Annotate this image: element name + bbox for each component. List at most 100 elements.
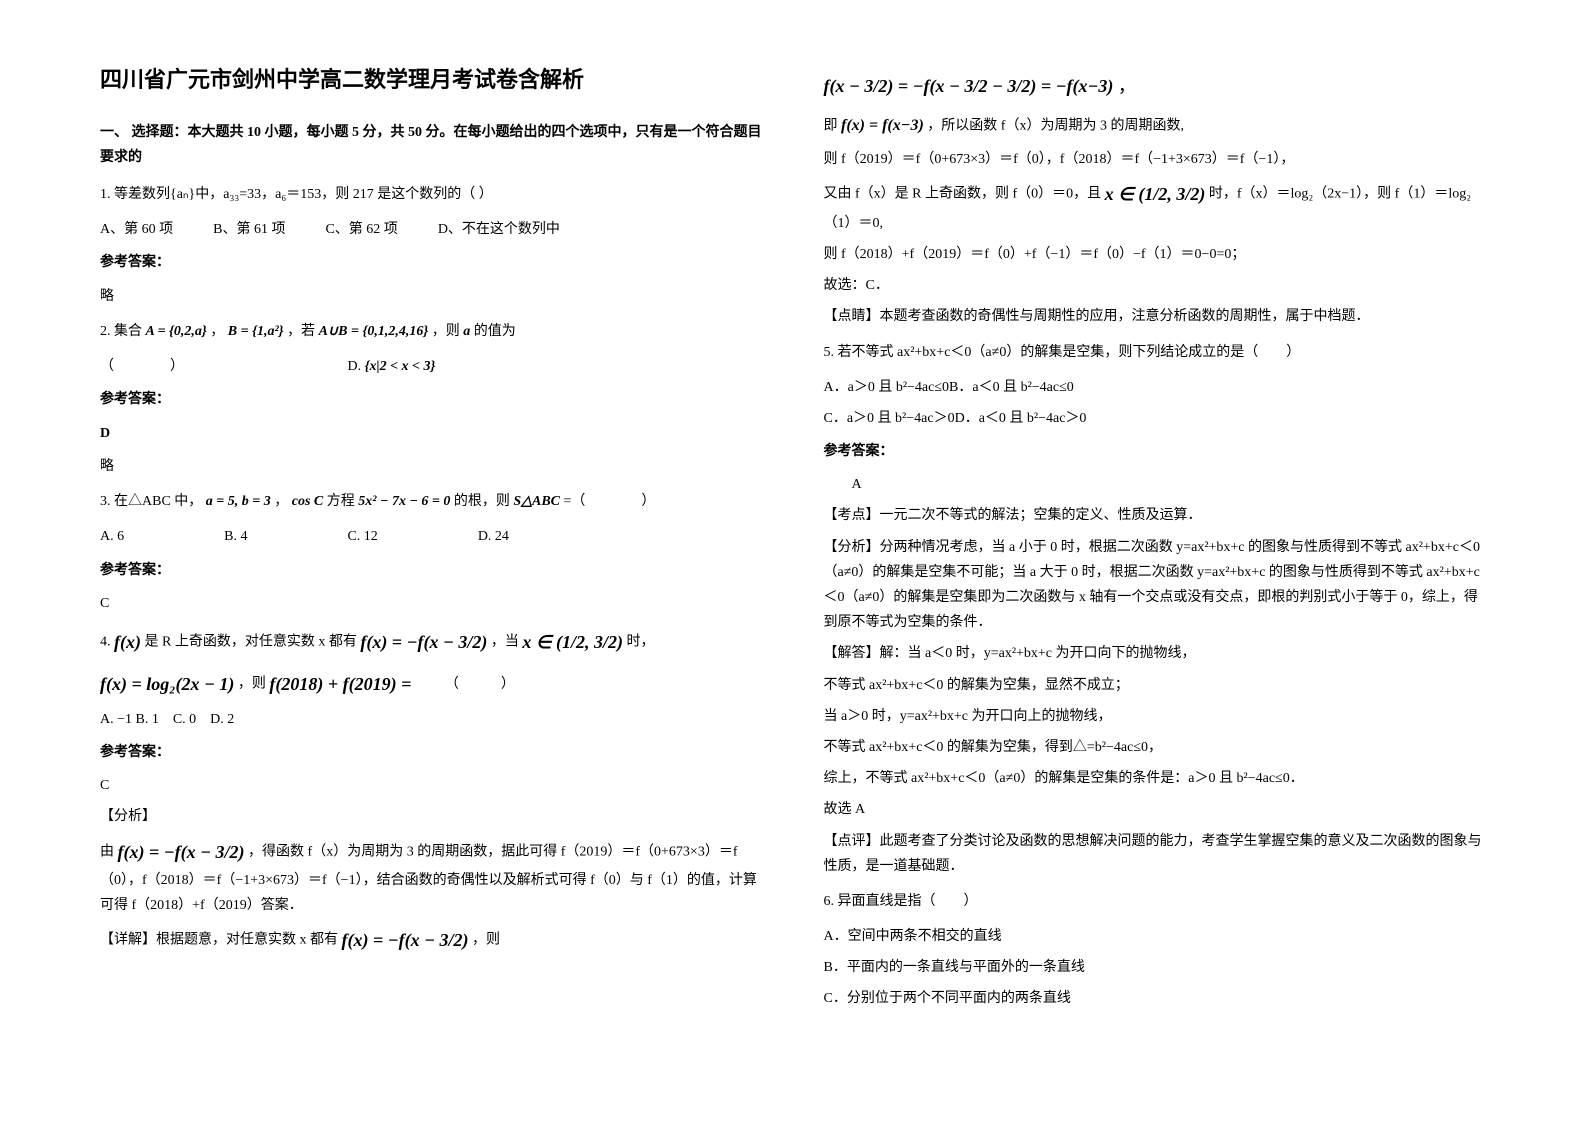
q2-prefix: 2. 集合 — [100, 324, 142, 339]
q2-paren: （ ） — [100, 359, 184, 374]
q2-answer-label: 参考答案： — [100, 387, 764, 412]
q3-suffix: =（ ） — [564, 494, 656, 509]
q4-t1: 是 R 上奇函数，对任意实数 x 都有 — [144, 634, 356, 649]
q4-f2: f(x) = −f(x − 3/2) — [360, 626, 487, 658]
q1-optB: B、第 61 项 — [213, 217, 285, 242]
r-l2p: 即 — [824, 119, 838, 134]
q2-optD-label: D. — [348, 359, 362, 374]
q6-optB: B．平面内的一条直线与平面外的一条直线 — [824, 955, 1488, 980]
q1-optA: A、第 60 项 — [100, 217, 173, 242]
q5-jieda-l3: 当 a＞0 时，y=ax²+bx+c 为开口向上的抛物线， — [824, 704, 1488, 729]
r-line2: 即 f(x) = f(x−3) ，所以函数 f（x）为周期为 3 的周期函数, — [824, 112, 1488, 141]
q4-answer: C — [100, 773, 764, 798]
q2-answer2: 略 — [100, 454, 764, 479]
q2-s2: ，若 — [287, 324, 315, 339]
q1-answer-label: 参考答案： — [100, 250, 764, 275]
q5-optsCD: C．a＞0 且 b²−4ac＞0D．a＜0 且 b²−4ac＞0 — [824, 406, 1488, 431]
q3-f3: 5x² − 7x − 6 = 0 — [358, 489, 450, 514]
q5-optsAB: A．a＞0 且 b²−4ac≤0B．a＜0 且 b²−4ac≤0 — [824, 375, 1488, 400]
q5-fenxi: 【分析】分两种情况考虑，当 a 小于 0 时，根据二次函数 y=ax²+bx+c… — [824, 535, 1488, 636]
q5-optD: D．a＜0 且 b²−4ac＞0 — [955, 411, 1087, 426]
q5-kaodian: 【考点】一元二次不等式的解法；空集的定义、性质及运算． — [824, 503, 1488, 528]
q5-optC: C．a＞0 且 b²−4ac＞0 — [824, 411, 955, 426]
q3-s1: ， — [274, 494, 288, 509]
q5-jieda-l5: 综上，不等式 ax²+bx+c＜0（a≠0）的解集是空集的条件是：a＞0 且 b… — [824, 766, 1488, 791]
q4-prefix: 4. — [100, 634, 111, 649]
q4-l2f1: f(x) = log₂(2x − 1) — [100, 668, 234, 700]
q3-f1: a = 5, b = 3 — [206, 489, 271, 514]
q4-ds: ，则 — [472, 933, 500, 948]
q1-text: 1. 等差数列{aₙ}中，a₃₃=33，a₆＝153，则 217 是这个数列的（… — [100, 182, 764, 207]
r-formula1: f(x − 3/2) = −f(x − 3/2 − 3/2) = −f(x−3)… — [824, 70, 1488, 102]
q3-prefix: 3. 在△ABC 中， — [100, 494, 202, 509]
q4-af: f(x) = −f(x − 3/2) — [118, 836, 245, 868]
q3-f2: cos C — [292, 489, 324, 514]
q4-f3: x ∈ (1/2, 3/2) — [522, 626, 623, 658]
q5-optA: A．a＞0 且 b²−4ac≤0 — [824, 380, 950, 395]
q4-t2: 时， — [627, 634, 655, 649]
q5-answer-label: 参考答案： — [824, 439, 1488, 464]
q3-mid: 方程 — [327, 494, 355, 509]
r-l2t: ，所以函数 f（x）为周期为 3 的周期函数, — [927, 119, 1184, 134]
q6-optC: C．分别位于两个不同平面内的两条直线 — [824, 986, 1488, 1011]
q5-dianping: 【点评】此题考查了分类讨论及函数的思想解决问题的能力，考查学生掌握空集的意义及二… — [824, 829, 1488, 879]
q4-line2: f(x) = log₂(2x − 1) ，则 f(2018) + f(2019)… — [100, 668, 764, 700]
q5-optB: B．a＜0 且 b²−4ac≤0 — [949, 380, 1074, 395]
q2-options-row: （ ） D. {x|2 < x < 3} — [100, 354, 764, 379]
q4-df: f(x) = −f(x − 3/2) — [342, 924, 469, 956]
q1-answer: 略 — [100, 284, 764, 309]
q4-ap: 由 — [100, 844, 114, 859]
section-header: 一、 选择题：本大题共 10 小题，每小题 5 分，共 50 分。在每小题给出的… — [100, 120, 764, 170]
q4-detail: 【详解】根据题意，对任意实数 x 都有 f(x) = −f(x − 3/2) ，… — [100, 924, 764, 956]
r-line4: 又由 f（x）是 R 上奇函数，则 f（0）＝0，且 x ∈ (1/2, 3/2… — [824, 178, 1488, 236]
q4-analysis: 由 f(x) = −f(x − 3/2) ，得函数 f（x）为周期为 3 的周期… — [100, 836, 764, 919]
left-column: 四川省广元市剑州中学高二数学理月考试卷含解析 一、 选择题：本大题共 10 小题… — [100, 60, 764, 1062]
q3-answer: C — [100, 591, 764, 616]
q4-l2f2: f(2018) + f(2019) = — [269, 668, 411, 700]
q2-optD-formula: {x|2 < x < 3} — [365, 354, 436, 379]
q6-text: 6. 异面直线是指（ ） — [824, 889, 1488, 914]
q3-options: A. 6 B. 4 C. 12 D. 24 — [100, 524, 764, 549]
q1-optC: C、第 62 项 — [325, 217, 397, 242]
q1-optD: D、不在这个数列中 — [438, 217, 560, 242]
q3-answer-label: 参考答案： — [100, 558, 764, 583]
q5-jieda-l6: 故选 A — [824, 797, 1488, 822]
q4-analysis-label: 【分析】 — [100, 804, 764, 829]
q4-answer-label: 参考答案： — [100, 740, 764, 765]
q3-text: 3. 在△ABC 中， a = 5, b = 3 ， cos C 方程 5x² … — [100, 489, 764, 514]
q1-options: A、第 60 项 B、第 61 项 C、第 62 项 D、不在这个数列中 — [100, 217, 764, 242]
q3-optB: B. 4 — [224, 524, 247, 549]
r-l4f: x ∈ (1/2, 3/2) — [1105, 178, 1206, 210]
q3-optD: D. 24 — [478, 524, 509, 549]
q5-jieda-l2: 不等式 ax²+bx+c＜0 的解集为空集，显然不成立； — [824, 673, 1488, 698]
q4-f1: f(x) — [114, 626, 141, 658]
q3-f4: S△ABC — [513, 489, 560, 514]
r-l2f: f(x) = f(x−3) — [841, 112, 924, 141]
right-column: f(x − 3/2) = −f(x − 3/2 − 3/2) = −f(x−3)… — [824, 60, 1488, 1062]
q3-optA: A. 6 — [100, 524, 124, 549]
r-line3: 则 f（2019）＝f（0+673×3）＝f（0），f（2018）＝f（−1+3… — [824, 147, 1488, 172]
r-l4t1: 又由 f（x）是 R 上奇函数，则 f（0）＝0，且 — [824, 187, 1102, 202]
q4-s1: ，当 — [491, 634, 519, 649]
r-f1s: ， — [1118, 76, 1136, 96]
q2-f3: A∪B = {0,1,2,4,16} — [319, 319, 429, 344]
q3-mid2: 的根，则 — [454, 494, 510, 509]
q5-jieda-label: 【解答】解：当 a＜0 时，y=ax²+bx+c 为开口向下的抛物线， — [824, 641, 1488, 666]
q5-answer: A — [824, 472, 1488, 497]
q4-options: A. −1 B. 1 C. 0 D. 2 — [100, 707, 764, 732]
q2-s1: ， — [210, 324, 224, 339]
q5-jieda-l4: 不等式 ax²+bx+c＜0 的解集为空集，得到△=b²−4ac≤0， — [824, 735, 1488, 760]
q2-s3: ，则 — [432, 324, 460, 339]
q4-l2s: ，则 — [238, 677, 266, 692]
r-f1: f(x − 3/2) = −f(x − 3/2 − 3/2) = −f(x−3) — [824, 76, 1114, 96]
q4-dl: 【详解】根据题意，对任意实数 x 都有 — [100, 933, 338, 948]
q3-optC: C. 12 — [347, 524, 377, 549]
q6-optA: A．空间中两条不相交的直线 — [824, 924, 1488, 949]
q2-text: 2. 集合 A = {0,2,a} ， B = {1,a²} ，若 A∪B = … — [100, 319, 764, 344]
r-line6: 故选：C． — [824, 273, 1488, 298]
q4-l2suffix: （ ） — [445, 677, 515, 692]
q5-text: 5. 若不等式 ax²+bx+c＜0（a≠0）的解集是空集，则下列结论成立的是（… — [824, 340, 1488, 365]
document-title: 四川省广元市剑州中学高二数学理月考试卷含解析 — [100, 60, 764, 100]
r-line5: 则 f（2018）+f（2019）＝f（0）+f（−1）＝f（0）−f（1）＝0… — [824, 242, 1488, 267]
q2-answer: D — [100, 421, 764, 446]
